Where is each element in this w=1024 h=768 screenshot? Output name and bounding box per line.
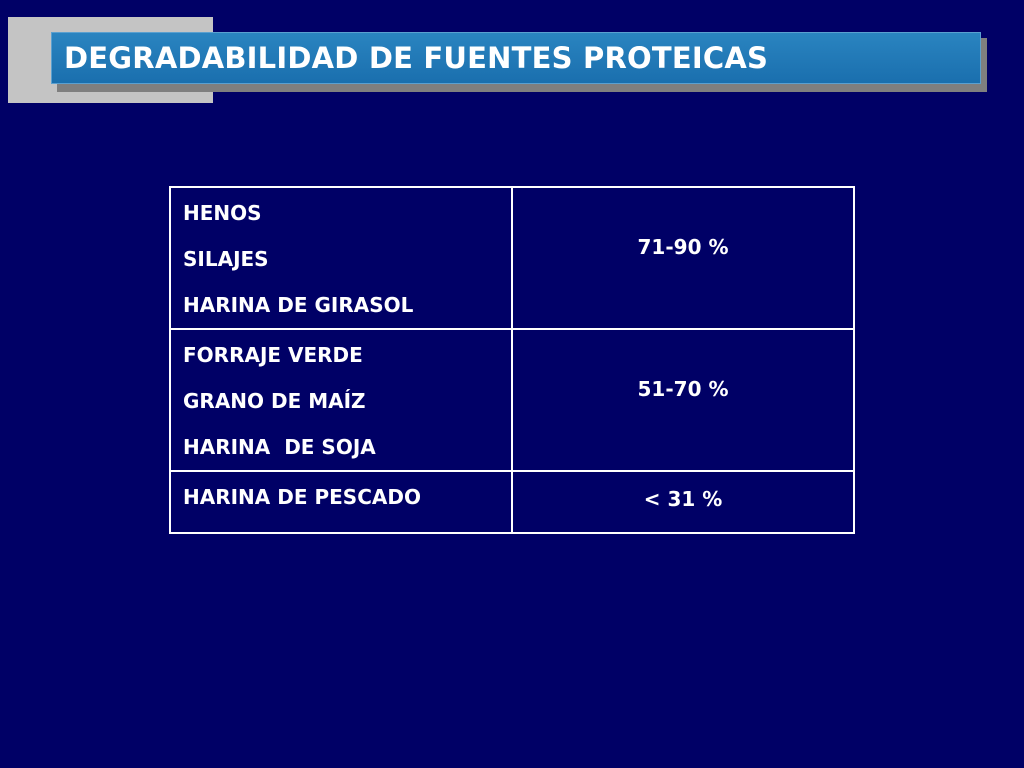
source-item: GRANO DE MAÍZ [183,389,366,413]
sources-list: FORRAJE VERDE GRANO DE MAÍZ HARINA DE SO… [171,330,511,470]
degradability-cell: 71-90 % [511,186,855,330]
source-item: HARINA DE PESCADO [183,485,421,509]
sources-list: HARINA DE PESCADO [171,472,511,510]
degradability-cell: 51-70 % [511,328,855,472]
sources-cell: HARINA DE PESCADO [169,470,513,534]
slide-title: DEGRADABILIDAD DE FUENTES PROTEICAS [64,41,769,75]
source-item: SILAJES [183,247,269,271]
degradability-value: 71-90 % [637,235,729,259]
table-row: HARINA DE PESCADO < 31 % [169,470,855,534]
sources-cell: FORRAJE VERDE GRANO DE MAÍZ HARINA DE SO… [169,328,513,472]
degradability-value: < 31 % [643,487,723,511]
source-item: FORRAJE VERDE [183,343,363,367]
degradability-value: 51-70 % [637,377,729,401]
source-item: HARINA DE GIRASOL [183,293,414,317]
source-item: HARINA DE SOJA [183,435,376,459]
degradability-table: HENOS SILAJES HARINA DE GIRASOL 71-90 % … [169,186,855,534]
sources-cell: HENOS SILAJES HARINA DE GIRASOL [169,186,513,330]
table-row: HENOS SILAJES HARINA DE GIRASOL 71-90 % [169,186,855,330]
source-item: HENOS [183,201,262,225]
table-row: FORRAJE VERDE GRANO DE MAÍZ HARINA DE SO… [169,328,855,472]
degradability-cell: < 31 % [511,470,855,534]
sources-list: HENOS SILAJES HARINA DE GIRASOL [171,188,511,328]
title-bar: DEGRADABILIDAD DE FUENTES PROTEICAS [51,32,981,84]
